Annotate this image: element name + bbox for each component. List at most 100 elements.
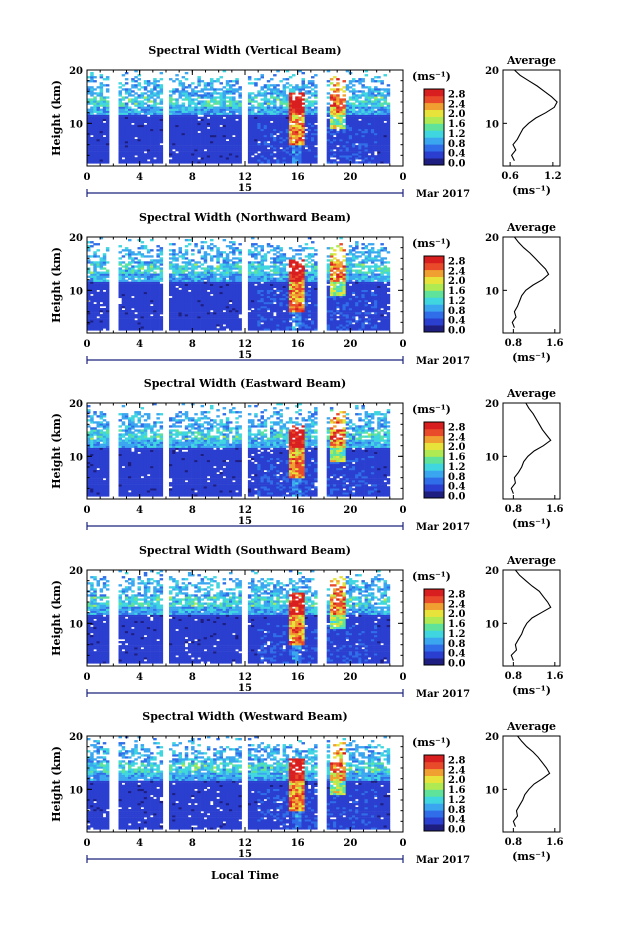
heatmap-cell xyxy=(254,78,258,81)
heatmap-cell xyxy=(251,153,255,156)
heatmap-cell xyxy=(90,301,94,305)
heatmap-cell xyxy=(210,112,214,115)
heatmap-cell xyxy=(213,295,217,299)
heatmap-cell xyxy=(124,128,129,132)
heatmap-cell xyxy=(118,273,122,276)
heatmap-cell xyxy=(295,157,299,160)
heatmap-cell xyxy=(90,143,94,146)
heatmap-cell xyxy=(124,153,129,156)
heatmap-cell xyxy=(93,120,97,123)
heatmap-cell xyxy=(203,94,208,97)
heatmap-cell xyxy=(131,157,135,160)
heatmap-cell xyxy=(143,108,148,111)
heatmap-cell xyxy=(203,285,208,288)
heatmap-cell xyxy=(181,102,186,105)
heatmap-cell xyxy=(197,80,201,83)
heatmap-cell xyxy=(254,324,258,327)
heatmap-cell xyxy=(184,304,189,307)
heatmap-cell xyxy=(128,100,132,103)
heatmap-cell xyxy=(159,141,164,144)
heatmap-cell xyxy=(143,306,148,309)
heatmap-cell xyxy=(194,243,198,246)
heatmap-cell xyxy=(260,291,264,295)
heatmap-cell xyxy=(143,310,148,313)
heatmap-cell xyxy=(197,299,201,303)
heatmap-cell xyxy=(288,147,293,150)
heatmap-cell xyxy=(333,122,337,126)
heatmap-cell xyxy=(172,299,176,303)
heatmap-cell xyxy=(307,112,312,115)
heatmap-cell xyxy=(191,328,195,331)
heatmap-cell xyxy=(140,86,145,89)
heatmap-cell xyxy=(87,80,91,83)
heatmap-cell xyxy=(128,124,132,128)
heatmap-cell xyxy=(191,90,195,93)
heatmap-cell xyxy=(184,287,189,290)
heatmap-cell xyxy=(213,277,217,280)
heatmap-cell xyxy=(143,118,148,121)
heatmap-cell xyxy=(137,147,141,150)
heatmap-cell xyxy=(90,147,94,150)
heatmap-cell xyxy=(143,159,148,162)
heatmap-cell xyxy=(90,318,94,321)
heatmap-cell xyxy=(203,153,208,156)
heatmap-cell xyxy=(336,106,340,109)
heatmap-cell xyxy=(216,297,220,301)
heatmap-cell xyxy=(99,128,104,132)
heatmap-cell xyxy=(156,139,160,142)
heatmap-cell xyxy=(105,137,110,140)
heatmap-cell xyxy=(96,273,100,276)
heatmap-cell xyxy=(90,114,94,117)
heatmap-cell xyxy=(270,130,274,134)
heatmap-cell xyxy=(292,124,296,128)
heatmap-cell xyxy=(260,126,264,130)
heatmap-cell xyxy=(191,141,195,144)
heatmap-cell xyxy=(134,132,138,136)
heatmap-cell xyxy=(225,132,230,136)
heatmap-cell xyxy=(131,80,135,83)
heatmap-cell xyxy=(175,308,179,311)
heatmap-cell xyxy=(172,110,176,113)
heatmap-cell xyxy=(279,124,283,128)
heatmap-cell xyxy=(184,249,189,252)
heatmap-cell xyxy=(140,147,145,150)
heatmap-cell xyxy=(200,118,205,121)
heatmap-cell xyxy=(96,295,100,299)
heatmap-cell xyxy=(257,322,261,325)
heatmap-cell xyxy=(172,289,176,293)
heatmap-cell xyxy=(118,128,122,132)
heatmap-cell xyxy=(352,143,356,146)
heatmap-cell xyxy=(304,120,309,123)
heatmap-cell xyxy=(124,102,129,105)
heatmap-cell xyxy=(336,94,340,97)
heatmap-cell xyxy=(216,295,220,299)
heatmap-cell xyxy=(99,124,104,128)
heatmap-cell xyxy=(93,287,97,290)
heatmap-cell xyxy=(140,141,145,144)
heatmap-cell xyxy=(222,312,227,315)
heatmap-cell xyxy=(140,275,145,278)
heatmap-cell xyxy=(118,94,122,97)
heatmap-cell xyxy=(225,283,230,286)
heatmap-cell xyxy=(295,147,299,150)
heatmap-cell xyxy=(370,137,375,140)
heatmap-cell xyxy=(225,259,230,262)
heatmap-cell xyxy=(266,126,271,130)
heatmap-cell xyxy=(156,106,160,109)
heatmap-cell xyxy=(251,141,255,144)
heatmap-cell xyxy=(102,271,107,274)
heatmap-cell xyxy=(342,104,346,107)
heatmap-cell xyxy=(213,322,217,325)
heatmap-cell xyxy=(270,137,274,140)
heatmap-cell xyxy=(96,279,100,282)
heatmap-cell xyxy=(295,155,299,158)
heatmap-cell xyxy=(222,102,227,105)
heatmap-cell xyxy=(191,293,195,297)
heatmap-cell xyxy=(222,287,227,290)
heatmap-cell xyxy=(140,326,145,329)
heatmap-cell xyxy=(216,108,220,111)
heatmap-cell xyxy=(219,153,223,156)
heatmap-cell xyxy=(238,271,242,274)
heatmap-cell xyxy=(153,265,157,268)
heatmap-cell xyxy=(134,116,138,119)
